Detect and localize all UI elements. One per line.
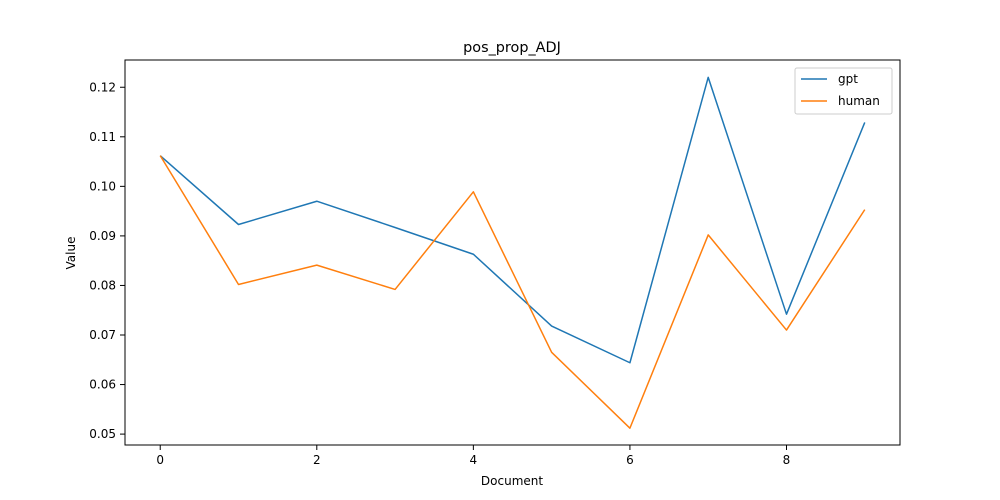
series-line-gpt (159, 76, 866, 364)
legend-label-human: human (838, 94, 880, 108)
plot-frame (124, 59, 901, 446)
y-tick-label: 0.12 (89, 80, 116, 94)
y-axis-label: Value (64, 237, 78, 270)
y-tick-label: 0.07 (89, 328, 116, 342)
x-axis: 0 2 4 6 8 (156, 445, 790, 467)
y-tick-label: 0.06 (89, 378, 116, 392)
x-tick-label: 0 (156, 453, 164, 467)
x-tick-label: 6 (626, 453, 634, 467)
x-tick-label: 4 (470, 453, 478, 467)
chart-title: pos_prop_ADJ (463, 40, 561, 56)
y-tick-label: 0.08 (89, 278, 116, 292)
y-axis: 0.05 0.06 0.07 0.08 0.09 0.10 0.11 0.12 (89, 80, 125, 441)
x-tick-label: 8 (783, 453, 791, 467)
y-tick-label: 0.10 (89, 179, 116, 193)
legend: gpt human (794, 67, 893, 115)
x-tick-label: 2 (313, 453, 321, 467)
x-axis-label: Document (481, 474, 543, 488)
y-tick-label: 0.05 (89, 427, 116, 441)
series-layer (159, 76, 866, 429)
legend-label-gpt: gpt (838, 72, 858, 86)
series-line-human (159, 155, 866, 429)
y-tick-label: 0.09 (89, 229, 116, 243)
y-tick-label: 0.11 (89, 130, 116, 144)
